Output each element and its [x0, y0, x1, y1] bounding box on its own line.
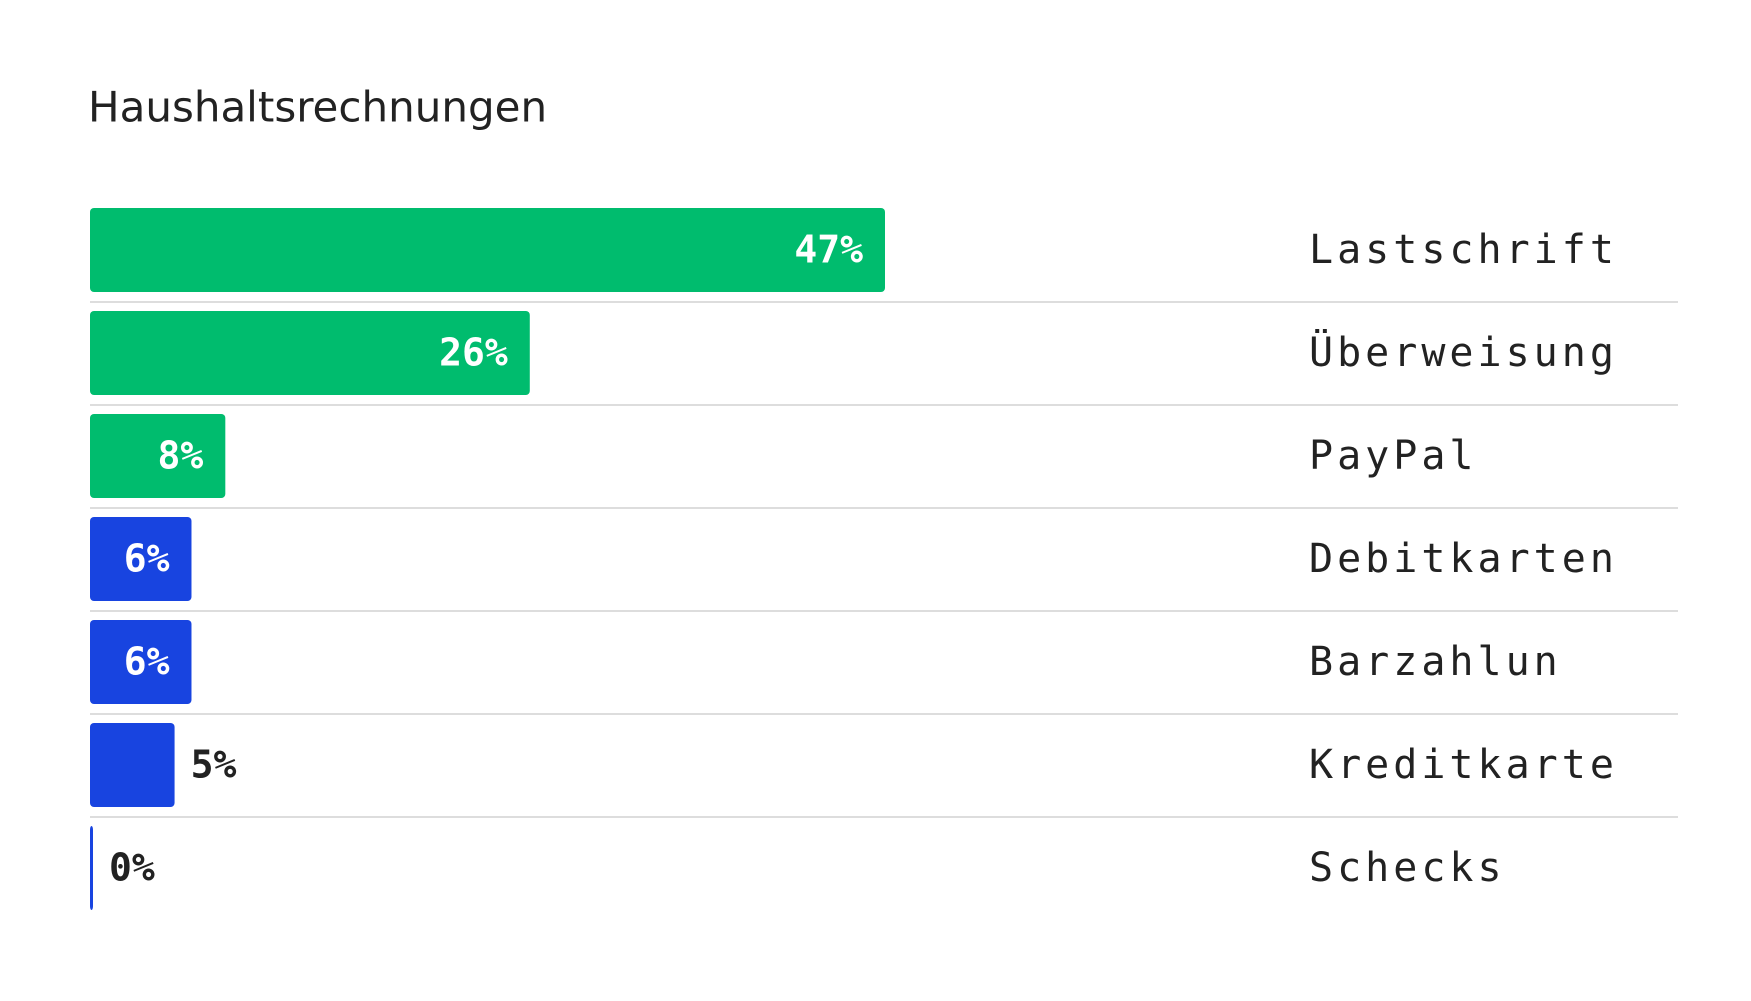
bar: [90, 208, 885, 292]
category-label: Kreditkarte: [1309, 742, 1618, 788]
value-label: 26%: [439, 331, 508, 375]
value-label: 6%: [124, 640, 170, 684]
value-label: 6%: [124, 537, 170, 581]
chart-title: Haushaltsrechnungen: [88, 83, 547, 132]
category-label: Überweisung: [1309, 328, 1618, 376]
category-label: Schecks: [1309, 845, 1506, 891]
value-label: 5%: [191, 743, 237, 787]
bar: [90, 517, 192, 601]
bar: [90, 311, 530, 395]
value-label: 47%: [794, 228, 863, 272]
value-label: 8%: [158, 434, 204, 478]
value-label: 0%: [109, 846, 155, 890]
bar: [90, 620, 192, 704]
category-label: Debitkarten: [1309, 536, 1618, 582]
bar: [90, 414, 226, 498]
bar: [90, 826, 93, 910]
bar: [90, 723, 175, 807]
category-label: Lastschrift: [1309, 227, 1618, 273]
category-label: Barzahlun: [1309, 639, 1562, 685]
category-label: PayPal: [1309, 433, 1478, 479]
